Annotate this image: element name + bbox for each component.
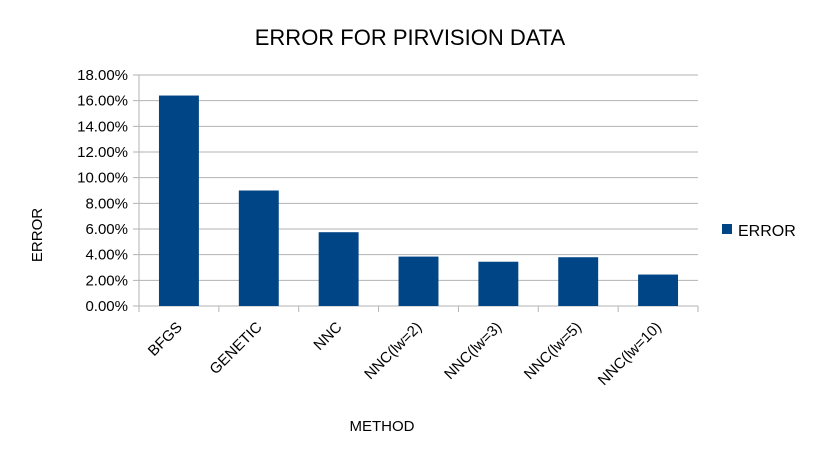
bar [158,95,199,307]
y-tick-label: 4.00% [85,247,128,264]
bar [318,232,359,306]
bar [638,274,679,306]
y-tick-label: 2.00% [85,272,128,289]
y-axis-label: ERROR [29,208,46,262]
x-tick-label: NNC(lw=2) [361,319,425,383]
bar [558,257,599,306]
y-tick-label: 8.00% [85,195,128,212]
chart-title: ERROR FOR PIRVISION DATA [255,25,566,50]
x-axis-label: METHOD [350,418,415,435]
x-tick-labels: BFGS GENETIC NNC NNC(lw=2) NNC(lw=3) NNC(lw=5… [145,319,665,389]
x-tick-label: BFGS [145,319,186,360]
x-tick-label: NNC(lw=10) [595,319,665,389]
x-tick-label: NNC [310,319,345,354]
y-tick-label: 14.00% [77,118,128,135]
bar [478,261,519,306]
bar [398,256,439,306]
y-tick-label: 6.00% [85,221,128,238]
bar [238,190,279,306]
x-tick-label: NNC(lw=3) [441,319,505,383]
axes [138,75,699,312]
y-tick-label: 0.00% [85,298,128,315]
y-tick-labels: 0.00% 2.00% 4.00% 6.00% 8.00% 10.00% 12.00% 14.… [77,67,128,315]
x-tick-label: NNC(lw=5) [521,319,585,383]
y-tick-label: 12.00% [77,144,128,161]
y-tick-label: 18.00% [77,67,128,84]
y-tick-label: 16.00% [77,93,128,110]
legend-label: ERROR [738,223,796,240]
gridlines [133,74,698,307]
bars [158,95,679,307]
y-tick-label: 10.00% [77,170,128,187]
x-tick-label: GENETIC [206,319,265,378]
legend-swatch [722,224,732,234]
legend: ERROR [722,223,796,240]
